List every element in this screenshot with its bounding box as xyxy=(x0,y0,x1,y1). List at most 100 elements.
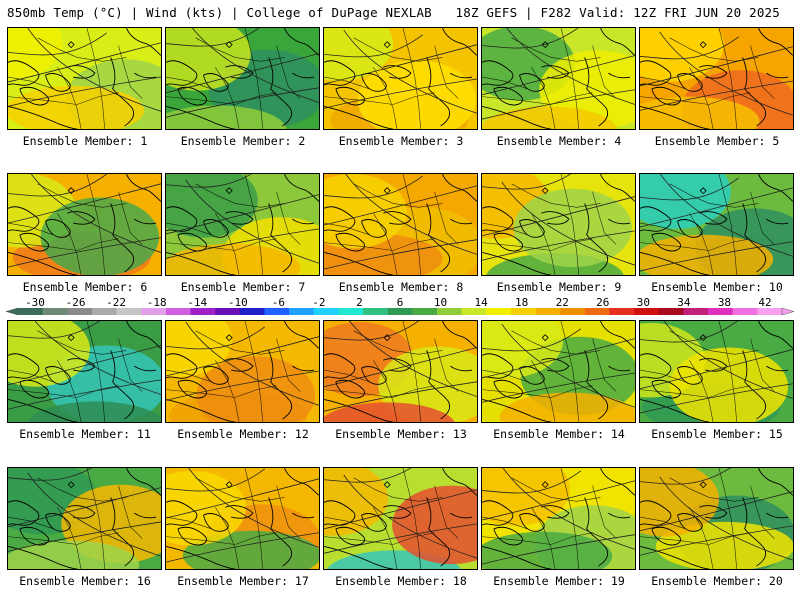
temperature-region xyxy=(655,521,793,569)
colorbar-swatch xyxy=(510,308,536,315)
height-contours xyxy=(8,28,161,112)
ensemble-map-panel[interactable] xyxy=(639,27,794,130)
colorbar-low-arrow xyxy=(5,307,19,316)
ensemble-map-panel[interactable] xyxy=(323,173,478,276)
colorbar-swatch xyxy=(412,308,438,315)
ensemble-map-panel[interactable] xyxy=(7,173,162,276)
height-contours xyxy=(640,468,793,561)
temperature-shading xyxy=(640,468,793,569)
location-marker-icon xyxy=(541,334,549,342)
colorbar-swatch xyxy=(190,308,216,315)
ensemble-member-label: Ensemble Member: 12 xyxy=(177,427,309,441)
ensemble-map-panel[interactable] xyxy=(7,320,162,423)
temperature-field-map xyxy=(166,321,319,422)
ensemble-map-panel[interactable] xyxy=(165,320,320,423)
temperature-region xyxy=(196,356,316,422)
colorbar-tick-label: 6 xyxy=(397,296,404,309)
ensemble-member-label: Ensemble Member: 16 xyxy=(19,574,151,588)
ensemble-map-panel[interactable] xyxy=(323,27,478,130)
coastline xyxy=(166,321,319,422)
location-marker-icon xyxy=(699,481,707,489)
ensemble-map-panel[interactable] xyxy=(639,320,794,423)
ensemble-map-panel[interactable] xyxy=(481,27,636,130)
location-marker-icon xyxy=(225,334,233,342)
colorbar-swatch xyxy=(289,308,315,315)
coastline xyxy=(8,321,161,422)
ensemble-map-panel[interactable] xyxy=(639,173,794,276)
ensemble-map-panel[interactable] xyxy=(323,467,478,570)
ensemble-map-panel[interactable] xyxy=(7,467,162,570)
ensemble-member-label: Ensemble Member: 4 xyxy=(496,134,622,148)
temperature-region xyxy=(166,105,287,129)
state-borders xyxy=(8,174,143,275)
colorbar-swatch xyxy=(683,308,709,315)
ensemble-map-panel[interactable] xyxy=(165,27,320,130)
ensemble-map-panel[interactable] xyxy=(481,173,636,276)
ensemble-map-panel[interactable] xyxy=(7,27,162,130)
temperature-region xyxy=(324,468,389,536)
state-borders xyxy=(640,174,775,275)
temperature-field-map xyxy=(640,321,793,422)
ensemble-map-panel[interactable] xyxy=(481,467,636,570)
height-contours xyxy=(482,323,635,408)
height-contours xyxy=(324,174,477,270)
colorbar-tick-label: -10 xyxy=(228,296,248,309)
colorbar-swatch xyxy=(116,308,142,315)
colorbar-swatch xyxy=(535,308,561,315)
location-marker-icon xyxy=(67,41,75,49)
coastline xyxy=(324,468,477,569)
temperature-field-map xyxy=(482,28,635,129)
height-contours xyxy=(166,174,319,264)
height-contours xyxy=(482,468,635,565)
temperature-field-map xyxy=(482,321,635,422)
colorbar-swatch xyxy=(313,308,339,315)
temperature-region xyxy=(640,234,774,275)
ensemble-map-panel[interactable] xyxy=(165,467,320,570)
temperature-colorbar: -30 -26 -22 -18 -14 -10 -6 -2 2 6 10 14 18 22 26 30 34 38… xyxy=(5,296,795,316)
temperature-region xyxy=(8,540,140,569)
state-borders xyxy=(482,28,617,129)
colorbar-swatch xyxy=(165,308,191,315)
colorbar-swatch xyxy=(634,308,660,315)
temperature-region xyxy=(357,60,476,129)
height-contours xyxy=(640,31,793,116)
ensemble-member-label: Ensemble Member: 18 xyxy=(335,574,467,588)
temperature-field-map xyxy=(640,28,793,129)
ensemble-member-label: Ensemble Member: 19 xyxy=(493,574,625,588)
temperature-field-map xyxy=(166,468,319,569)
colorbar-tick-label: 34 xyxy=(677,296,691,309)
coastline xyxy=(324,321,477,422)
height-contours xyxy=(166,468,319,563)
temperature-field-map xyxy=(324,28,477,129)
temperature-shading xyxy=(482,174,633,275)
ensemble-member-label: Ensemble Member: 8 xyxy=(338,280,464,294)
temperature-region xyxy=(499,392,635,422)
colorbar-swatch xyxy=(338,308,364,315)
colorbar-tick-label: -2 xyxy=(312,296,325,309)
colorbar-swatch xyxy=(363,308,388,315)
colorbar-swatch xyxy=(584,308,610,315)
ensemble-member-label: Ensemble Member: 9 xyxy=(496,280,622,294)
ensemble-map-panel[interactable] xyxy=(639,467,794,570)
temperature-field-map xyxy=(166,174,319,275)
temperature-region xyxy=(482,468,570,526)
height-contours xyxy=(640,174,793,272)
height-contours xyxy=(8,174,161,268)
temperature-shading xyxy=(324,28,476,129)
colorbar-swatch xyxy=(215,308,241,315)
colorbar-swatch xyxy=(387,308,413,315)
temperature-field-map xyxy=(166,28,319,129)
colorbar-swatch xyxy=(91,308,117,315)
location-marker-icon xyxy=(67,334,75,342)
ensemble-map-panel[interactable] xyxy=(481,320,636,423)
colorbar-swatch xyxy=(560,308,586,315)
location-marker-icon xyxy=(67,187,75,195)
ensemble-map-panel[interactable] xyxy=(165,173,320,276)
coastline xyxy=(640,468,793,569)
location-marker-icon xyxy=(225,187,233,195)
colorbar-swatch xyxy=(486,308,512,315)
ensemble-map-panel[interactable] xyxy=(323,320,478,423)
location-marker-icon xyxy=(541,187,549,195)
temperature-region xyxy=(482,106,618,129)
height-contours xyxy=(166,28,319,118)
